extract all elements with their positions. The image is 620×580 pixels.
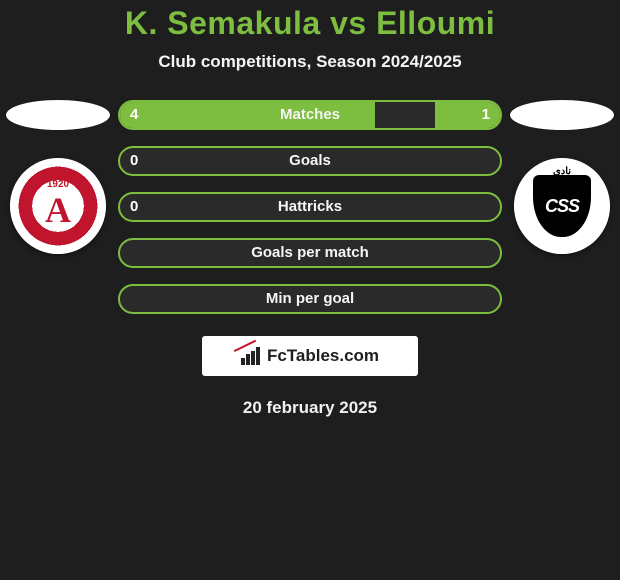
comparison-infographic: K. Semakula vs Elloumi Club competitions… <box>0 0 620 418</box>
stat-label: Goals <box>120 148 500 174</box>
stat-label: Min per goal <box>120 286 500 312</box>
badge-initials: CSS <box>545 196 579 217</box>
badge-year: 1920 <box>47 179 69 190</box>
badge-arabic-text: نادي <box>553 166 571 177</box>
left-column: 1920 A <box>6 100 110 254</box>
right-club-logo: نادي CSS <box>514 158 610 254</box>
stat-bar: 4Matches1 <box>118 100 502 130</box>
left-player-ellipse <box>6 100 110 130</box>
stats-column: 4Matches1 0Goals 0Hattricks Goals per match… <box>118 100 502 314</box>
stat-right-value: 1 <box>482 102 490 128</box>
right-player-ellipse <box>510 100 614 130</box>
stat-bar: 0Hattricks <box>118 192 502 222</box>
stat-bar: Min per goal <box>118 284 502 314</box>
date-text: 20 february 2025 <box>0 398 620 418</box>
main-row: 1920 A 4Matches1 0Goals 0Hattricks Goals pe… <box>0 100 620 314</box>
chart-icon <box>241 347 261 365</box>
watermark-text: FcTables.com <box>267 346 379 366</box>
stat-label: Goals per match <box>120 240 500 266</box>
stat-label: Matches <box>120 102 500 128</box>
stat-bar: 0Goals <box>118 146 502 176</box>
right-column: نادي CSS <box>510 100 614 254</box>
page-title: K. Semakula vs Elloumi <box>0 5 620 42</box>
stat-bar: Goals per match <box>118 238 502 268</box>
badge-shield: CSS <box>533 175 591 237</box>
css-badge: نادي CSS <box>514 158 610 254</box>
subtitle: Club competitions, Season 2024/2025 <box>0 52 620 72</box>
stat-label: Hattricks <box>120 194 500 220</box>
watermark-box: FcTables.com <box>202 336 418 376</box>
left-club-logo: 1920 A <box>10 158 106 254</box>
club-africain-badge: 1920 A <box>10 158 106 254</box>
badge-letter: A <box>45 192 71 228</box>
